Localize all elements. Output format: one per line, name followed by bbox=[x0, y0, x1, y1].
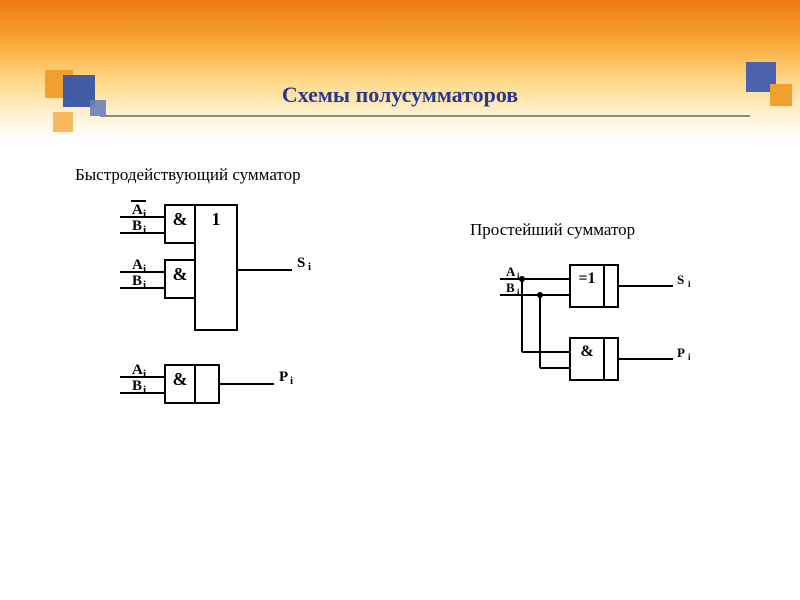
svg-text:P: P bbox=[279, 369, 288, 385]
page-title: Схемы полусумматоров bbox=[0, 82, 800, 108]
svg-text:&: & bbox=[173, 369, 188, 389]
svg-text:i: i bbox=[143, 208, 146, 220]
header-gradient bbox=[0, 0, 800, 140]
svg-text:i: i bbox=[143, 263, 146, 275]
svg-text:A: A bbox=[506, 264, 516, 279]
svg-text:=1: =1 bbox=[578, 270, 595, 287]
svg-text:i: i bbox=[688, 279, 691, 289]
svg-text:1: 1 bbox=[212, 209, 221, 229]
svg-text:&: & bbox=[580, 343, 593, 360]
svg-text:B: B bbox=[132, 218, 142, 234]
svg-text:i: i bbox=[688, 352, 691, 362]
svg-text:A: A bbox=[132, 257, 143, 273]
svg-text:i: i bbox=[290, 375, 293, 387]
simple-adder-diagram: =1AiBiSi&Pi bbox=[470, 260, 730, 430]
svg-text:B: B bbox=[506, 280, 515, 295]
svg-text:A: A bbox=[132, 362, 143, 378]
svg-text:B: B bbox=[132, 273, 142, 289]
subtitle-simple-adder: Простейший сумматор bbox=[470, 220, 635, 240]
svg-text:i: i bbox=[143, 368, 146, 380]
svg-text:B: B bbox=[132, 378, 142, 394]
svg-text:&: & bbox=[173, 209, 188, 229]
svg-text:i: i bbox=[143, 384, 146, 396]
svg-text:i: i bbox=[308, 261, 311, 273]
svg-text:S: S bbox=[297, 255, 305, 271]
svg-text:A: A bbox=[132, 202, 143, 218]
svg-text:i: i bbox=[143, 224, 146, 236]
fast-adder-diagram: &AiBi&AiBi1Si&AiBiPi bbox=[110, 200, 340, 460]
svg-text:P: P bbox=[677, 345, 685, 360]
header-divider bbox=[100, 115, 750, 117]
svg-text:i: i bbox=[143, 279, 146, 291]
subtitle-fast-adder: Быстродействующий сумматор bbox=[75, 165, 301, 185]
svg-text:&: & bbox=[173, 264, 188, 284]
svg-text:S: S bbox=[677, 272, 684, 287]
